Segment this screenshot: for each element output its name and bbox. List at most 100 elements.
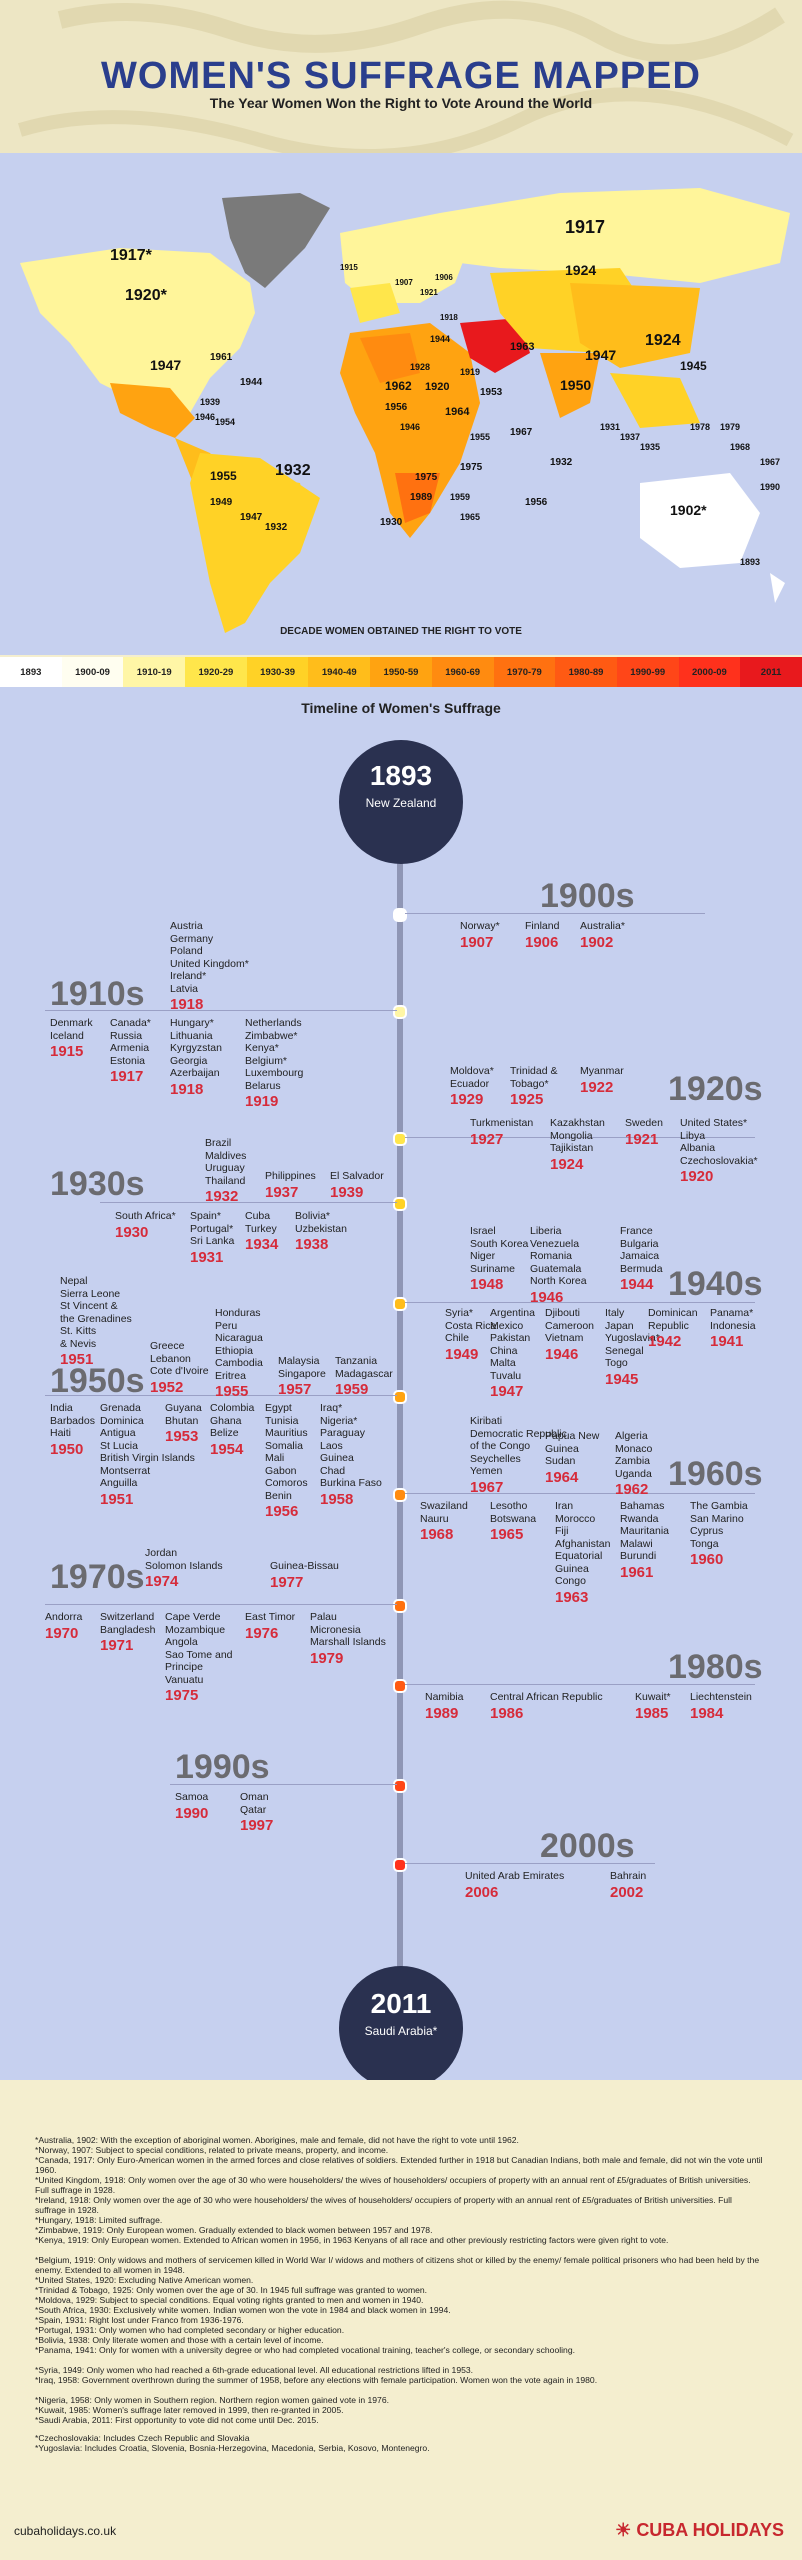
country-list: Hungary* Lithuania Kyrgyzstan Georgia Az… [170,1017,222,1079]
footnote: *Norway, 1907: Subject to special condit… [35,2145,389,2155]
timeline-dot-1970s [393,1599,407,1613]
country-list: India Barbados Haiti [50,1402,95,1439]
country-group-1934: Cuba Turkey 1934 [245,1210,278,1254]
country-list: Bahrain [610,1870,647,1882]
timeline-start-bubble: 1893 New Zealand [339,740,463,864]
country-group-1964: Papua New Guinea Sudan 1964 [545,1430,599,1487]
middle-east-shape [460,318,530,373]
year-value: 1956 [265,1503,299,1520]
footnote: *United Kingdom, 1918: Only women over t… [35,2175,751,2195]
decade-1910s: 1910s [50,975,145,1013]
country-group-1949: Syria* Costa Rica Chile 1949 [445,1307,496,1364]
decade-1900s: 1900s [540,877,635,915]
timeline-dot-2000s [393,1858,407,1872]
decade-1960s: 1960s [668,1455,763,1493]
timeline-dot-1960s [393,1488,407,1502]
country-group-1921: Sweden 1921 [625,1117,663,1149]
legend-item: 1970-79 [493,657,556,687]
year-value: 1977 [270,1573,304,1591]
page-subtitle: The Year Women Won the Right to Vote Aro… [209,95,593,111]
map-year-label: 1962 [385,379,412,393]
country-group-1919: Netherlands Zimbabwe* Kenya* Belgium* Lu… [245,1017,303,1111]
map-legend: 1893 1900-09 1910-19 1920-29 1930-39 1940-49 1… [0,657,802,687]
country-group-1918: Austria Germany Poland United Kingdom* I… [170,920,249,1014]
country-group-1967: Kiribati Democratic Republic of the Cong… [470,1415,567,1497]
country-list: Italy Japan Yugoslavia* Senegal Togo [605,1307,660,1369]
footnote: *Kenya, 1919: Only European women. Exten… [35,2235,669,2245]
year-value: 1989 [425,1704,459,1722]
year-value: 1954 [210,1440,244,1458]
year-value: 1959 [335,1381,369,1398]
footnote: *Spain, 1931: Right lost under Franco fr… [35,2315,244,2325]
year-value: 1915 [50,1043,84,1060]
country-list: Oman Qatar [240,1791,269,1816]
country-list: Swaziland Nauru [420,1500,468,1525]
legend-item: 1980-89 [555,657,617,687]
map-year-label: 1965 [460,512,480,522]
country-list: Guyana Bhutan [165,1402,202,1427]
country-group-1985: Kuwait* 1985 [635,1691,671,1723]
footnote: *Panama, 1941: Only for women with a uni… [35,2345,576,2355]
country-list: Guinea-Bissau [270,1560,339,1572]
legend-item: 1893 [0,657,62,687]
year-value: 1906 [525,933,559,951]
decade-1980s: 1980s [668,1648,763,1686]
map-year-label: 1954 [215,417,235,427]
country-group-1942: Dominican Republic 1942 [648,1307,698,1351]
country-group-1965: Lesotho Botswana 1965 [490,1500,536,1544]
country-group-1968: Swaziland Nauru 1968 [420,1500,468,1544]
website-link[interactable]: cubaholidays.co.uk [14,2524,117,2538]
timeline-axis [397,810,403,2010]
country-group-1976: East Timor 1976 [245,1611,295,1643]
legend-item: 1930-39 [246,657,309,687]
timeline-dot-1910s [393,1005,407,1019]
map-year-label: 1902* [670,502,707,518]
country-list: Bahamas Rwanda Mauritania Malawi Burundi [620,1500,670,1562]
map-year-label: 1932 [265,522,288,533]
country-group-1924: Kazakhstan Mongolia Tajikistan 1924 [550,1117,605,1174]
timeline-dot-1990s [393,1779,407,1793]
country-group-1986: Central African Republic 1986 [490,1691,603,1723]
country-list: Iraq* Nigeria* Paraguay Laos Guinea Chad… [320,1402,382,1489]
footnote: *Canada, 1917: Only Euro-American women … [35,2155,763,2175]
map-year-label: 1944 [240,377,263,388]
footnote: *Trinidad & Tobago, 1925: Only women ove… [35,2285,428,2295]
decade-1930s: 1930s [50,1165,145,1203]
country-list: Kiribati Democratic Republic of the Cong… [470,1415,567,1477]
year-value: 1997 [240,1817,274,1834]
country-group-1902: Australia* 1902 [580,920,625,952]
connector-1950s [45,1395,397,1396]
country-group-1970: Andorra 1970 [45,1611,82,1643]
decade-1970s: 1970s [50,1558,145,1596]
map-year-label: 1968 [730,442,750,452]
map-year-label: 1946 [195,412,215,422]
connector-1930s [100,1202,397,1203]
timeline-dot-1950s [393,1390,407,1404]
legend-item: 1960-69 [431,657,494,687]
country-group-1927: Turkmenistan 1927 [470,1117,533,1149]
map-year-label: 1947 [585,347,616,363]
footnote: *Belgium, 1919: Only widows and mothers … [35,2255,760,2275]
legend-item: 1920-29 [185,657,247,687]
country-group-1906: Finland 1906 [525,920,559,952]
country-group-1930: South Africa* 1930 [115,1210,176,1242]
map-year-label: 1917 [565,217,605,237]
year-value: 1963 [555,1588,589,1606]
year-value: 1934 [245,1236,279,1253]
north-america-shape [20,248,255,423]
page-title: WOMEN'S SUFFRAGE MAPPED [101,55,701,97]
country-group-1938: Bolivia* Uzbekistan 1938 [295,1210,347,1254]
year-value: 1939 [330,1183,364,1201]
footnote: *Australia, 1902: With the exception of … [35,2135,519,2145]
end-year: 2011 [370,1988,432,2019]
connector-1940s [405,1302,755,1303]
map-year-label: 1989 [410,492,433,503]
map-year-label: 1955 [470,432,490,442]
map-year-label: 1947 [240,512,263,523]
country-group-1979: Palau Micronesia Marshall Islands 1979 [310,1611,386,1668]
header: WOMEN'S SUFFRAGE MAPPED The Year Women W… [0,0,802,153]
year-value: 1951 [100,1490,134,1508]
country-group-1990: Samoa 1990 [175,1791,208,1823]
year-value: 1968 [420,1526,454,1543]
year-value: 1917 [110,1068,144,1085]
